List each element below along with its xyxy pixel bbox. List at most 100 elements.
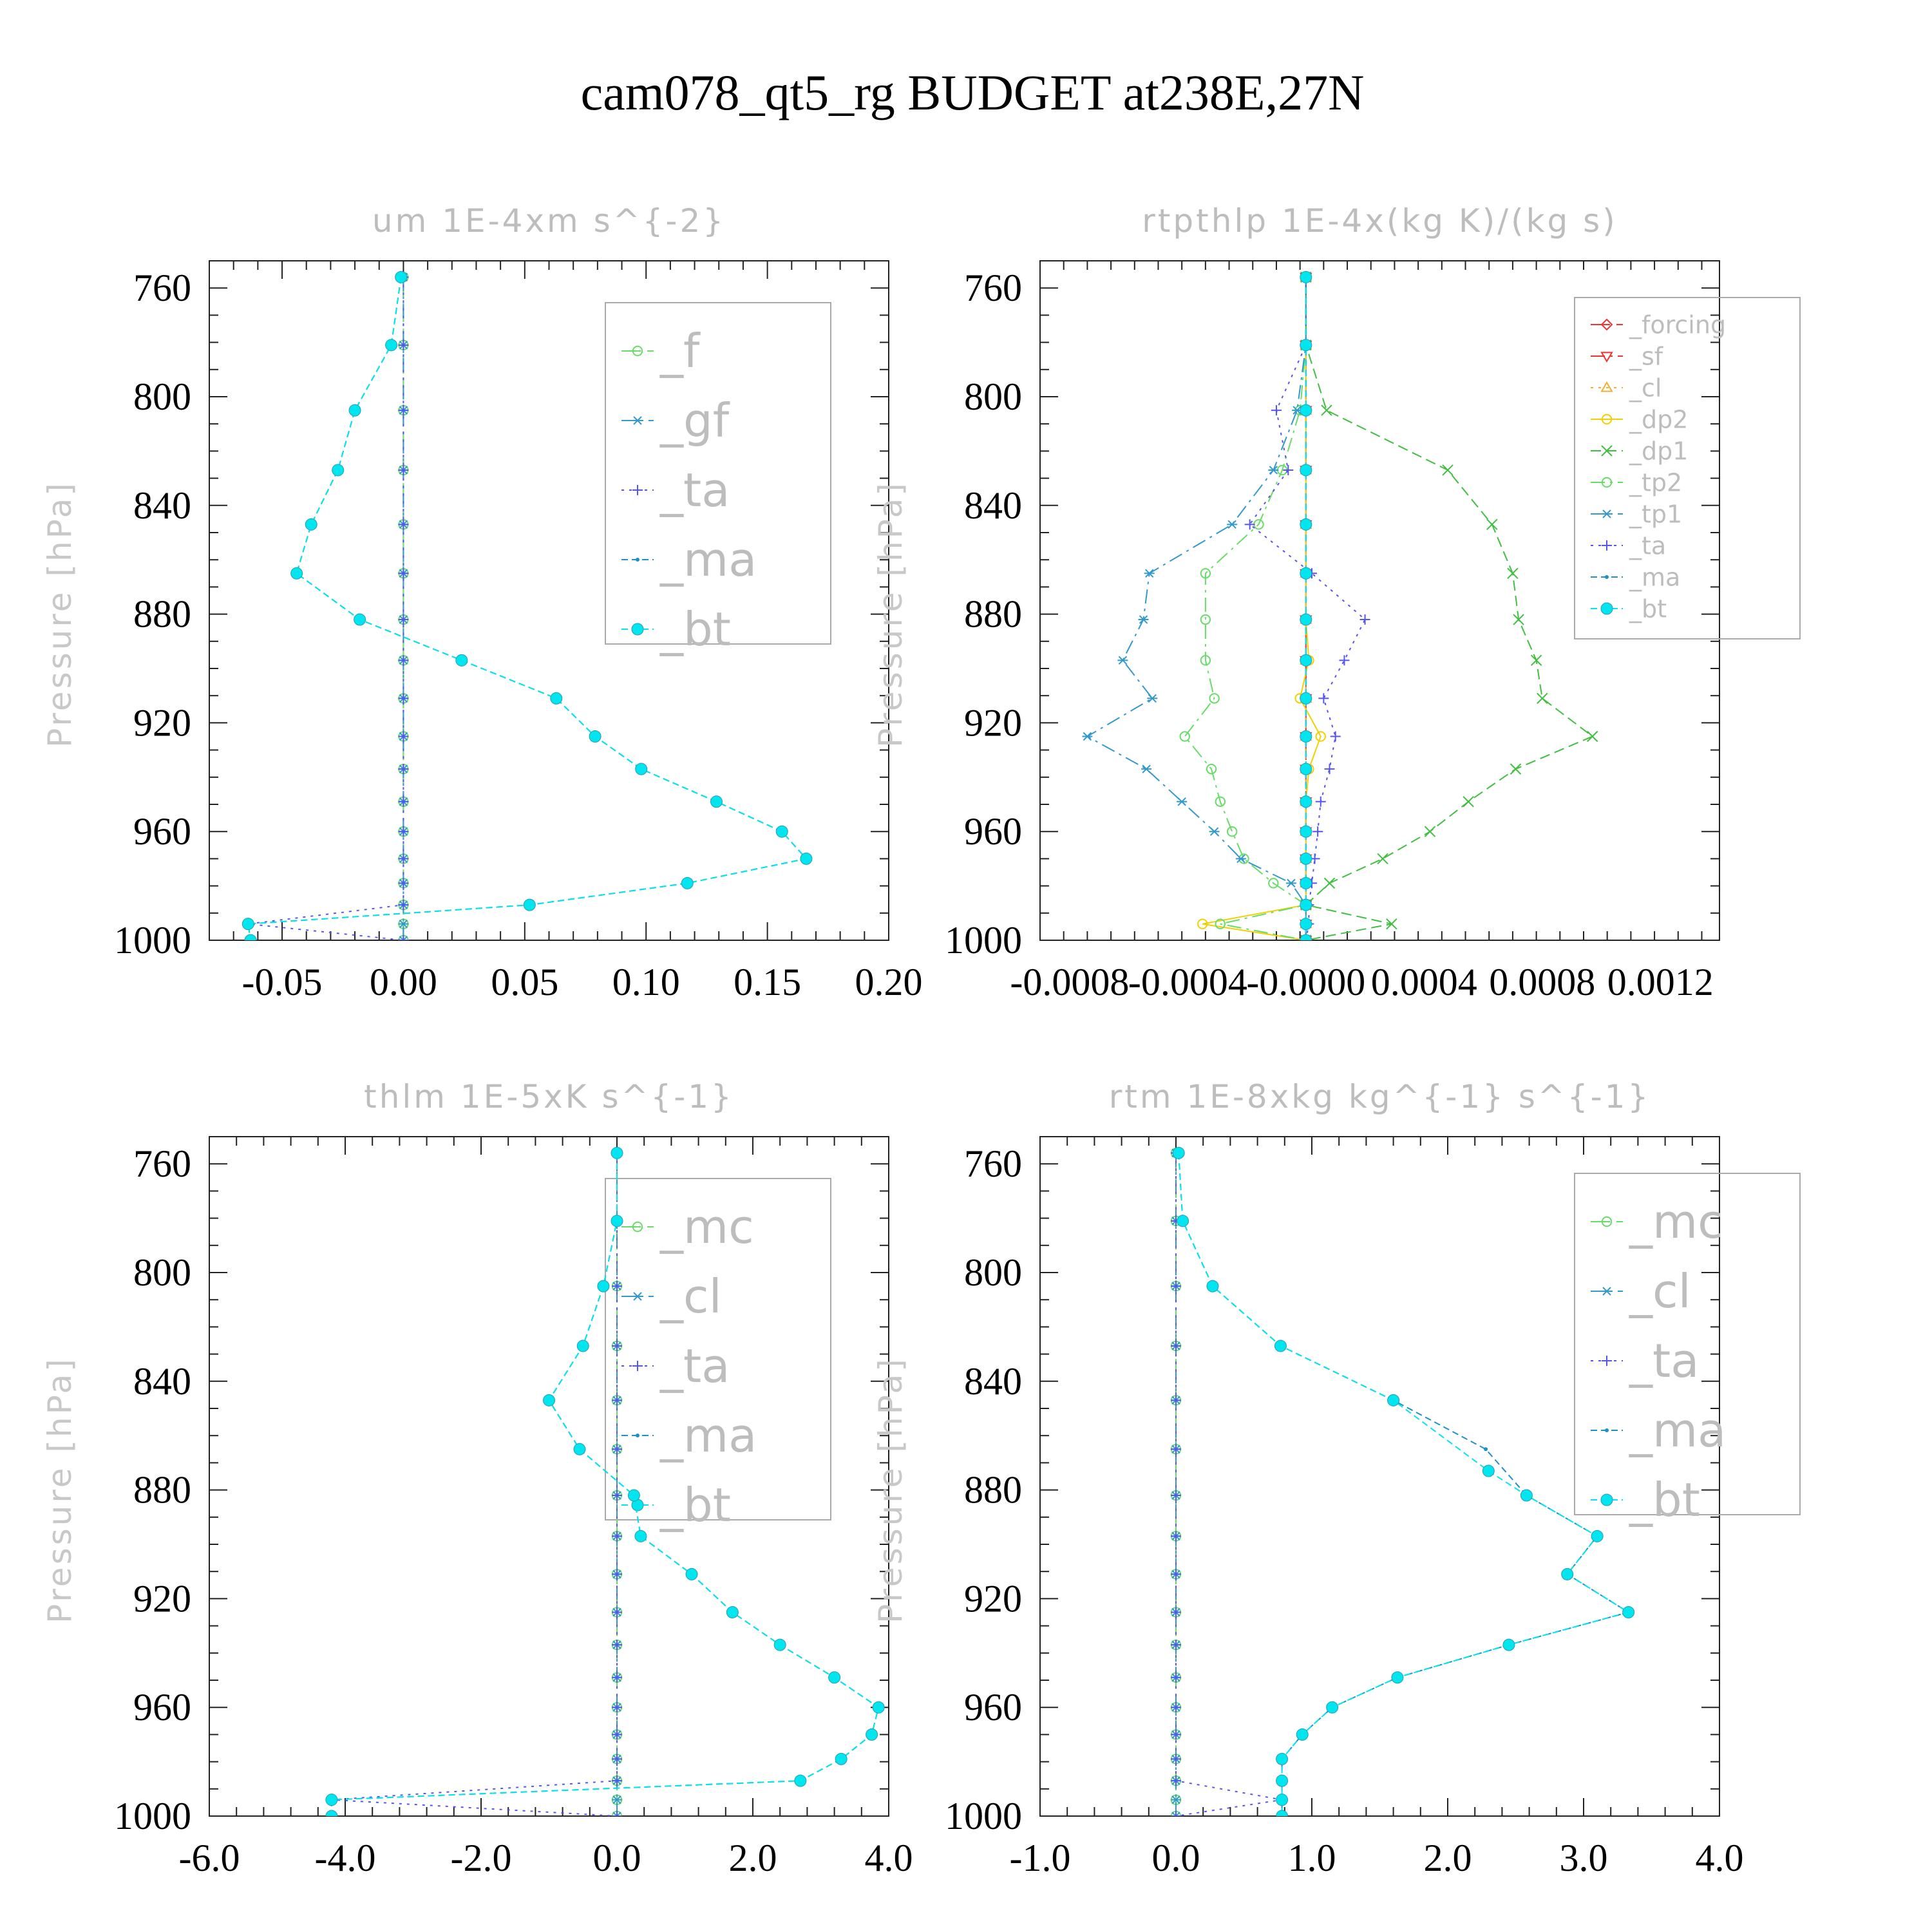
data-point <box>1117 656 1128 665</box>
legend-marker <box>1601 1216 1613 1227</box>
data-point <box>543 1394 555 1406</box>
y-tick-label: 760 <box>133 1142 191 1185</box>
y-axis-label: Pressure [hPa] <box>41 480 79 748</box>
data-point <box>1138 615 1149 624</box>
data-point <box>612 1811 622 1816</box>
series-line <box>331 1153 618 1816</box>
data-point <box>1486 518 1498 531</box>
data-point <box>1200 568 1211 579</box>
data-point <box>1171 1640 1181 1651</box>
plot-frame <box>209 1136 889 1817</box>
data-point <box>800 852 813 865</box>
series-ma <box>1177 1151 1631 1816</box>
x-tick-label: 1.0 <box>1288 1837 1336 1879</box>
y-tick-label: 800 <box>964 375 1022 418</box>
legend-entry: _bt <box>1629 594 1667 623</box>
data-point <box>398 796 409 807</box>
data-point <box>1530 654 1542 667</box>
data-point <box>1171 1395 1181 1406</box>
series-line <box>1178 1153 1631 1816</box>
data-point <box>1622 1606 1635 1618</box>
x-tick-label: 2.0 <box>1424 1837 1472 1879</box>
legend-entry: _dp2 <box>1629 405 1688 433</box>
data-point <box>523 898 536 911</box>
x-tick-label: 3.0 <box>1560 1837 1608 1879</box>
data-point <box>612 1795 622 1804</box>
legend-marker <box>636 1434 639 1437</box>
x-tick-label: 4.0 <box>1696 1837 1744 1879</box>
legend-entry: _gf <box>659 393 730 448</box>
data-point <box>1391 1671 1404 1684</box>
y-tick-label: 880 <box>964 593 1022 636</box>
series-ta <box>1244 272 1370 940</box>
data-point <box>872 1701 885 1714</box>
series-bt <box>325 1146 885 1816</box>
legend-marker <box>1600 318 1613 331</box>
y-tick-label: 960 <box>133 810 191 853</box>
series-bt <box>1172 1146 1635 1816</box>
data-point <box>1215 796 1226 807</box>
legend-entry: _cl <box>1629 374 1662 402</box>
data-point <box>398 826 409 837</box>
data-point <box>1339 655 1350 666</box>
data-point <box>612 1490 622 1501</box>
data-point <box>1244 519 1255 530</box>
series-line <box>1202 277 1321 940</box>
legend-marker <box>632 485 643 495</box>
plot-frame <box>209 260 889 941</box>
chart-panels: um 1E-4xm s^{-2} Pressure [hPa] 760 800 840 8… <box>41 202 1801 1879</box>
data-point <box>828 1671 841 1684</box>
data-point <box>1171 1607 1181 1618</box>
data-point <box>398 919 409 929</box>
data-point <box>1300 464 1312 477</box>
y-tick-label: 760 <box>133 267 191 309</box>
legend-box <box>605 1178 831 1520</box>
data-point <box>1482 1464 1495 1477</box>
data-point <box>1300 898 1312 911</box>
data-point <box>612 1444 622 1455</box>
data-point <box>398 853 409 864</box>
data-point <box>612 1672 622 1683</box>
data-point <box>398 900 409 911</box>
data-point <box>1179 731 1190 742</box>
data-point <box>1323 877 1336 889</box>
data-point <box>1276 1794 1289 1806</box>
panel-title: rtpthlp 1E-4x(kg K)/(kg s) <box>1142 202 1617 240</box>
data-point <box>1235 854 1246 864</box>
data-point <box>612 1340 622 1351</box>
y-tick-label: 1000 <box>945 919 1022 961</box>
data-point <box>1502 1638 1515 1651</box>
series-line <box>1178 1153 1631 1816</box>
data-point <box>1537 692 1548 705</box>
data-point <box>775 825 788 838</box>
y-axis-label: Pressure [hPa] <box>41 1356 79 1624</box>
y-tick-label: 840 <box>964 484 1022 527</box>
data-point <box>1587 730 1598 743</box>
legend-entry: _tp2 <box>1629 468 1682 497</box>
data-point <box>612 1395 622 1406</box>
data-point <box>1326 1701 1339 1714</box>
legend-entry: _mc <box>659 1200 754 1254</box>
data-point <box>597 1280 610 1293</box>
y-tick-label: 760 <box>964 1142 1022 1185</box>
data-point <box>1206 763 1217 775</box>
data-point <box>398 519 409 530</box>
data-point <box>1442 464 1454 476</box>
data-point <box>1268 466 1279 475</box>
data-point <box>395 270 408 283</box>
x-tick-label: 0.0 <box>593 1837 641 1879</box>
data-point <box>305 518 317 531</box>
data-point <box>1283 464 1294 475</box>
y-tick-label: 880 <box>133 593 191 636</box>
data-point <box>385 339 398 352</box>
legend-entry: _mc <box>1629 1195 1723 1249</box>
data-point <box>1171 1281 1181 1292</box>
series-line <box>1304 277 1594 940</box>
y-tick-label: 840 <box>133 1360 191 1403</box>
data-point <box>1172 1146 1185 1159</box>
data-point <box>1177 797 1188 806</box>
data-point <box>1171 1444 1181 1455</box>
data-point <box>1171 1811 1181 1816</box>
data-point <box>1591 1530 1604 1542</box>
x-tick-label: 2.0 <box>729 1837 777 1879</box>
